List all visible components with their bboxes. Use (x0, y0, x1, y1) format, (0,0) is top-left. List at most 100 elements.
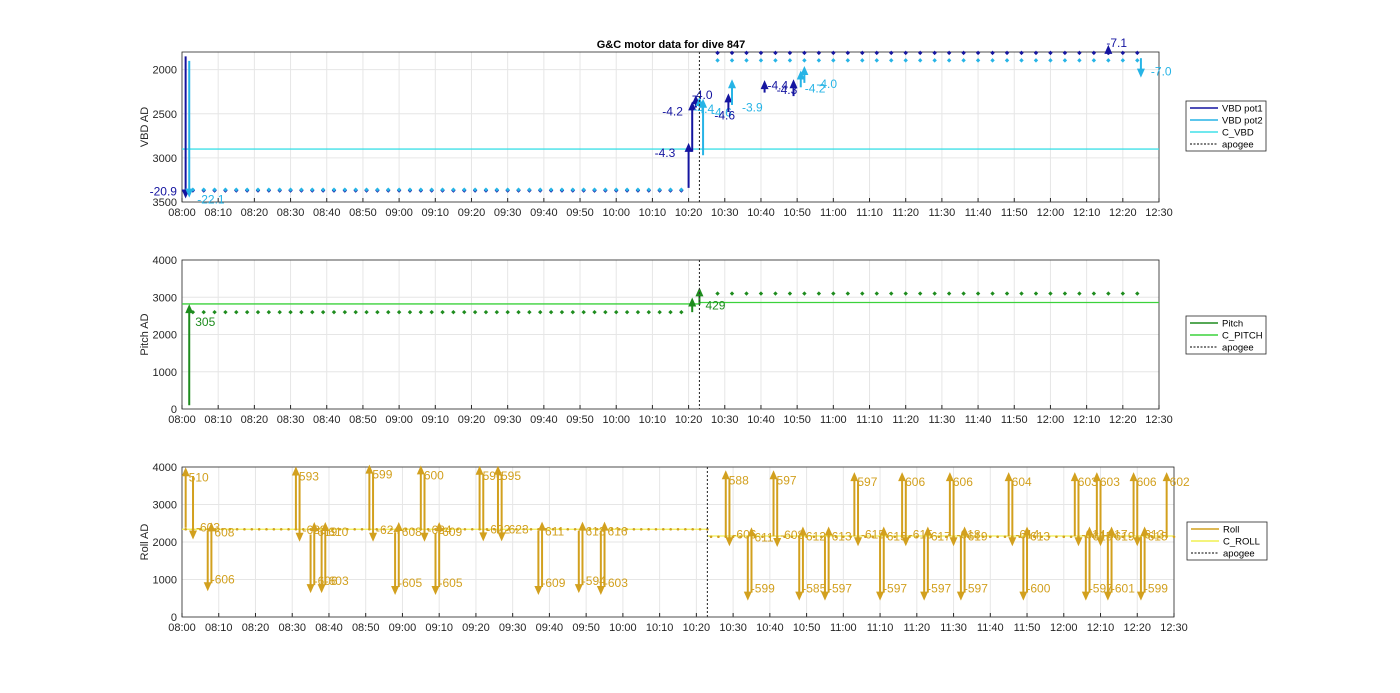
plot-area (182, 52, 1159, 202)
move-arrowhead (854, 537, 863, 547)
series-point (272, 527, 276, 531)
series-point (647, 527, 650, 531)
y-tick-label: 2500 (153, 109, 177, 121)
move-arrowhead (956, 591, 965, 601)
move-arrowhead (391, 586, 400, 595)
series-point (1106, 291, 1111, 296)
y-axis-label: Roll AD (139, 524, 151, 561)
series-point (903, 58, 908, 63)
series-point (396, 309, 402, 315)
x-tick-label: 12:10 (1087, 622, 1115, 634)
move-label: 603 (1078, 475, 1098, 489)
legend-label: VBD pot1 (1222, 104, 1263, 115)
series-point (353, 187, 358, 192)
series-point (842, 535, 845, 539)
x-tick-label: 10:10 (639, 414, 667, 426)
series-point (516, 309, 521, 315)
move-label: -4.3 (655, 146, 676, 160)
move-label: 600 (424, 468, 444, 482)
move-label: 606 (905, 475, 925, 489)
series-point (744, 50, 749, 56)
series-point (679, 309, 684, 315)
series-point (975, 291, 981, 296)
move-arrowhead (1129, 472, 1138, 482)
series-point (874, 291, 879, 296)
series-point (360, 527, 364, 531)
series-point (1069, 535, 1073, 539)
series-point (244, 187, 250, 192)
x-tick-label: 12:00 (1037, 207, 1065, 219)
series-point (404, 527, 408, 531)
move-label: 597 (777, 473, 797, 487)
series-point (816, 58, 822, 63)
series-point (1004, 291, 1010, 296)
series-point (1135, 58, 1140, 63)
move-arrowhead (747, 527, 756, 537)
series-point (451, 309, 456, 315)
series-point (1003, 535, 1007, 539)
series-point (548, 187, 554, 192)
series-point (538, 187, 543, 192)
x-tick-label: 10:30 (711, 414, 739, 426)
series-point (462, 309, 467, 315)
move-arrowhead (1023, 526, 1032, 536)
x-tick-label: 10:00 (602, 207, 630, 219)
move-label: -20.9 (150, 185, 178, 199)
series-point (773, 291, 778, 296)
series-point (802, 50, 807, 56)
series-point (816, 50, 822, 56)
move-label: -623 (505, 522, 529, 536)
y-tick-label: 4000 (153, 255, 177, 267)
series-point (706, 527, 709, 531)
move-label: 606 (1137, 475, 1157, 489)
series-point (787, 50, 793, 56)
series-point (932, 291, 937, 296)
x-tick-label: 09:10 (422, 414, 450, 426)
move-arrowhead (600, 521, 609, 531)
move-label: 608 (402, 525, 422, 539)
series-point (758, 50, 764, 56)
move-label: 305 (195, 315, 215, 329)
x-tick-label: 08:50 (349, 414, 377, 426)
series-point (492, 527, 496, 531)
move-label: -601 (1111, 582, 1135, 596)
series-point (744, 291, 749, 296)
series-point (773, 58, 778, 63)
x-tick-label: 08:00 (168, 622, 196, 634)
series-point (996, 535, 999, 539)
series-point (331, 187, 337, 192)
y-tick-label: 0 (171, 612, 177, 624)
legend-label: apogee (1222, 343, 1254, 354)
x-tick-label: 09:00 (385, 414, 413, 426)
series-point (758, 291, 764, 296)
series-point (946, 50, 952, 56)
legend-label: C_ROLL (1223, 537, 1260, 548)
move-label: 612 (806, 530, 826, 544)
move-arrowhead (945, 472, 954, 482)
move-arrowhead (1104, 44, 1113, 54)
series-point (559, 187, 565, 192)
x-tick-label: 08:10 (205, 622, 233, 634)
move-arrowhead (365, 464, 374, 474)
x-tick-label: 10:00 (602, 414, 630, 426)
x-tick-label: 10:30 (711, 207, 739, 219)
series-point (729, 50, 735, 56)
series-point (975, 50, 981, 56)
move-arrowhead (369, 532, 378, 542)
x-tick-label: 10:40 (747, 207, 775, 219)
move-arrowhead (1103, 591, 1112, 601)
series-point (624, 309, 630, 315)
series-point (184, 527, 187, 531)
series-point (483, 309, 489, 315)
series-point (1128, 535, 1132, 539)
move-arrowhead (724, 93, 733, 103)
series-point (548, 309, 554, 315)
y-axis-label: VBD AD (139, 107, 151, 147)
series-point (729, 58, 735, 63)
x-tick-label: 09:10 (422, 207, 450, 219)
move-arrowhead (688, 101, 697, 111)
move-label: -4.0 (692, 88, 713, 102)
series-point (654, 527, 658, 531)
move-label: 510 (189, 470, 209, 484)
